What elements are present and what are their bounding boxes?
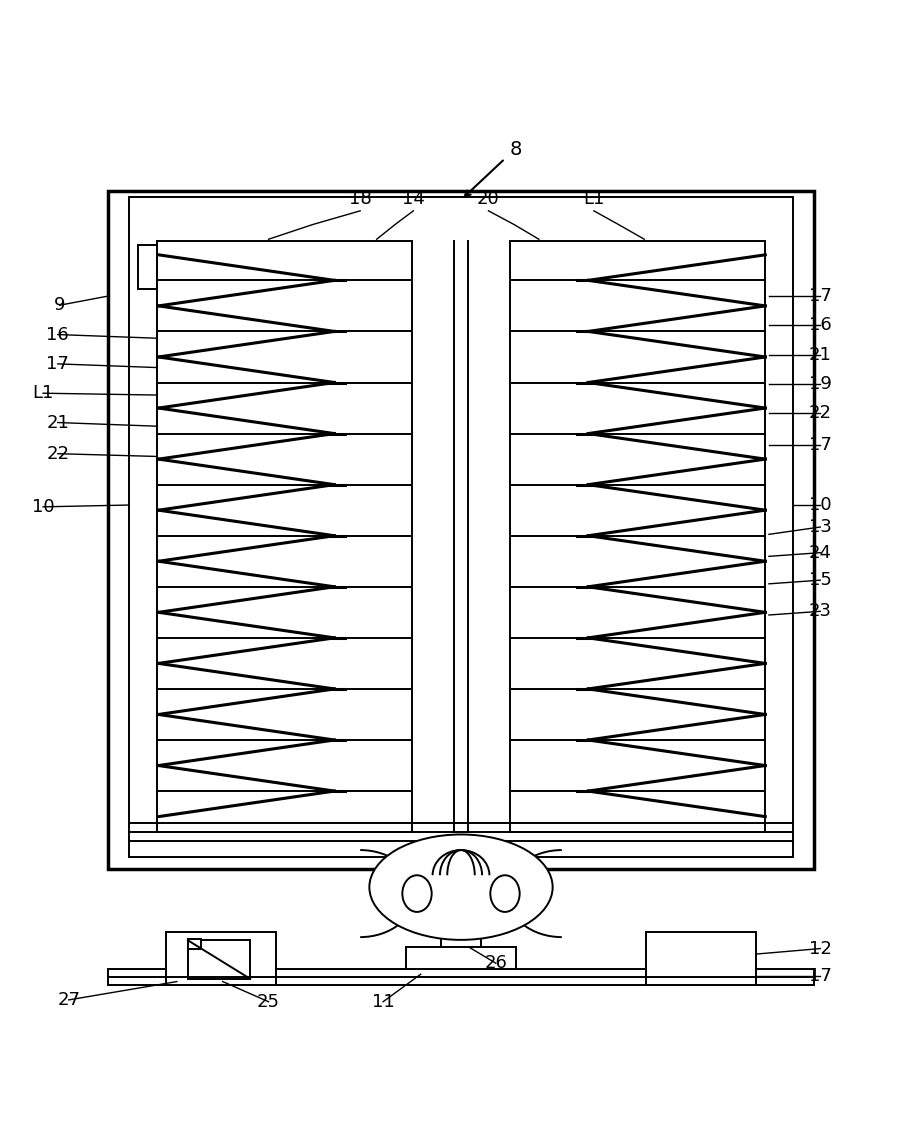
Text: 8: 8 xyxy=(510,140,522,159)
Text: 18: 18 xyxy=(349,190,372,208)
Bar xyxy=(646,932,756,986)
Text: L1: L1 xyxy=(584,190,605,208)
Text: 25: 25 xyxy=(257,992,280,1011)
Bar xyxy=(129,198,793,856)
Bar xyxy=(166,932,276,986)
Text: 22: 22 xyxy=(46,444,69,463)
Text: 16: 16 xyxy=(46,325,69,344)
Bar xyxy=(441,926,481,958)
Text: 19: 19 xyxy=(809,375,832,393)
Bar xyxy=(157,241,411,833)
Text: 10: 10 xyxy=(809,496,832,514)
Ellipse shape xyxy=(370,835,552,940)
Bar xyxy=(188,940,201,949)
Text: 17: 17 xyxy=(809,287,832,305)
Text: 26: 26 xyxy=(484,955,507,972)
Bar xyxy=(108,968,814,986)
Text: 20: 20 xyxy=(477,190,500,208)
Text: 27: 27 xyxy=(57,991,80,1008)
Text: 22: 22 xyxy=(809,404,832,423)
Text: 9: 9 xyxy=(53,296,65,314)
Bar xyxy=(108,191,814,869)
Bar xyxy=(406,947,516,974)
Bar xyxy=(437,886,485,903)
Bar xyxy=(426,861,496,888)
Text: 21: 21 xyxy=(809,346,832,363)
Text: 14: 14 xyxy=(402,190,425,208)
Bar xyxy=(417,899,505,928)
Text: 10: 10 xyxy=(31,498,54,516)
Text: 21: 21 xyxy=(46,413,69,432)
Ellipse shape xyxy=(491,875,520,912)
Text: 23: 23 xyxy=(809,602,832,620)
Bar xyxy=(138,244,157,289)
Ellipse shape xyxy=(402,875,431,912)
Text: 15: 15 xyxy=(809,571,832,589)
Text: 13: 13 xyxy=(809,518,832,536)
Text: L1: L1 xyxy=(32,384,53,402)
Bar xyxy=(511,241,765,833)
Text: 11: 11 xyxy=(372,992,395,1011)
Text: 17: 17 xyxy=(46,355,69,373)
Bar xyxy=(188,940,250,979)
Text: 17: 17 xyxy=(809,967,832,986)
Text: 24: 24 xyxy=(809,544,832,562)
Text: 17: 17 xyxy=(809,435,832,453)
Text: 16: 16 xyxy=(809,316,832,335)
Text: 12: 12 xyxy=(809,940,832,958)
